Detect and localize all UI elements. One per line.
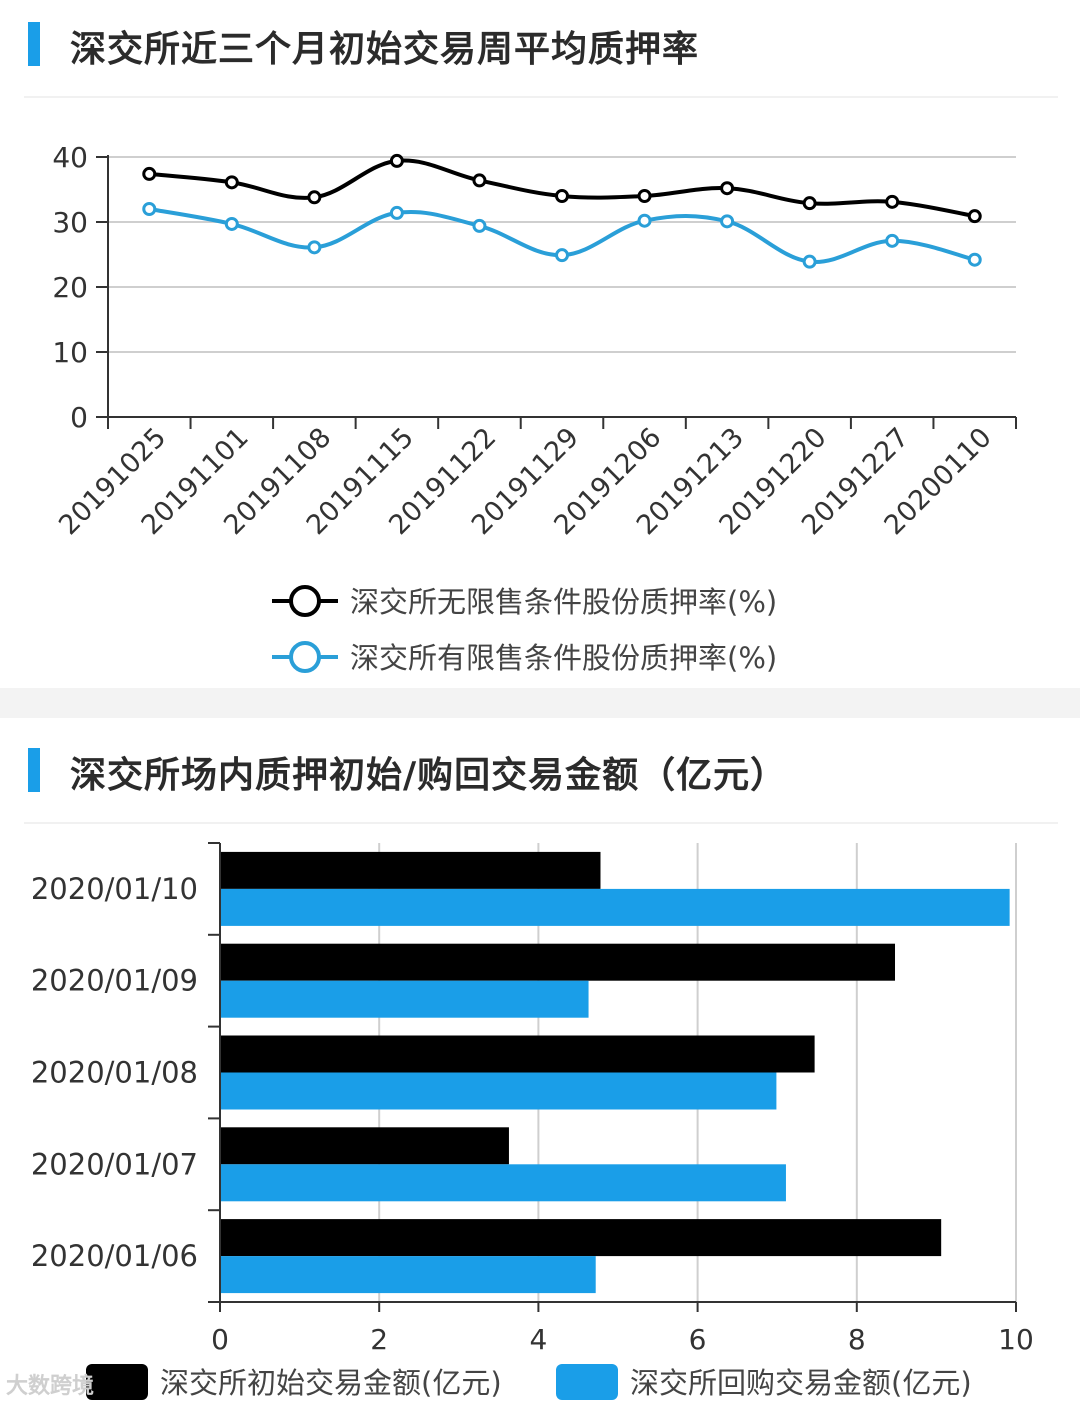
bar-series-2 xyxy=(221,1072,777,1110)
data-point xyxy=(472,173,487,188)
data-point xyxy=(555,189,569,203)
legend-item: 深交所无限售条件股份质押率(%) xyxy=(272,585,777,619)
data-point xyxy=(637,189,652,203)
y-category-label: 2020/01/09 xyxy=(31,964,198,998)
data-point xyxy=(224,216,239,231)
legend-marker xyxy=(289,585,321,617)
bar-series-1 xyxy=(221,1219,942,1257)
data-point xyxy=(142,166,157,181)
legend-swatch xyxy=(86,1364,148,1400)
data-point xyxy=(142,202,157,216)
bar-series-2 xyxy=(221,888,1010,926)
legend-label: 深交所回购交易金额(亿元) xyxy=(630,1366,972,1400)
x-tick-label: 6 xyxy=(689,1323,707,1356)
y-tick-label: 0 xyxy=(70,401,88,434)
legend-swatch xyxy=(556,1364,618,1400)
bar-series-1 xyxy=(221,943,896,981)
data-point xyxy=(720,214,735,229)
line-chart-accent-bar xyxy=(28,22,40,66)
y-tick-label: 40 xyxy=(52,141,88,174)
x-tick-label: 8 xyxy=(848,1323,866,1356)
line-chart-title: 深交所近三个月初始交易周平均质押率 xyxy=(70,29,700,70)
legend-item: 深交所回购交易金额(亿元) xyxy=(556,1364,972,1400)
legend-label: 深交所无限售条件股份质押率(%) xyxy=(350,585,777,619)
data-point xyxy=(802,196,817,211)
x-tick-label: 10 xyxy=(998,1323,1034,1356)
data-point xyxy=(224,175,239,190)
section-divider xyxy=(0,688,1080,718)
y-tick-label: 30 xyxy=(52,206,88,239)
x-tick-label: 4 xyxy=(529,1323,547,1356)
bar-series-2 xyxy=(221,1164,786,1202)
line-chart: 0102030402019102520191101201911082019111… xyxy=(52,141,1017,675)
legend-label: 深交所初始交易金额(亿元) xyxy=(160,1366,502,1400)
data-point xyxy=(885,194,900,209)
y-tick-label: 10 xyxy=(52,336,88,369)
bar-chart-title: 深交所场内质押初始/购回交易金额（亿元） xyxy=(70,755,788,796)
data-point xyxy=(472,218,487,233)
bar-chart-accent-bar xyxy=(28,748,40,792)
data-point xyxy=(637,213,652,228)
line-chart-header: 深交所近三个月初始交易周平均质押率 xyxy=(0,0,1080,88)
bar-series-1 xyxy=(221,1035,815,1073)
legend-label: 深交所有限售条件股份质押率(%) xyxy=(350,641,777,675)
data-point xyxy=(802,254,817,269)
data-point xyxy=(389,205,404,220)
x-tick-label: 2 xyxy=(370,1323,388,1356)
bar-chart-header: 深交所场内质押初始/购回交易金额（亿元） xyxy=(0,722,1080,810)
y-category-label: 2020/01/10 xyxy=(31,872,198,906)
series-line-1 xyxy=(149,158,976,219)
y-tick-label: 20 xyxy=(52,271,88,304)
y-category-label: 2020/01/06 xyxy=(31,1239,198,1273)
legend-marker xyxy=(289,641,321,673)
x-tick-label: 0 xyxy=(211,1323,229,1356)
data-point xyxy=(967,209,982,224)
watermark-logo: 大数跨境 xyxy=(6,1374,95,1399)
data-point xyxy=(967,252,982,267)
bar-chart: 0 2 4 6 8 10 2020/01/10 2020/01/09 2020/01/08 202… xyxy=(31,842,1034,1400)
data-point xyxy=(720,181,735,196)
legend-item: 深交所初始交易金额(亿元) xyxy=(86,1364,502,1400)
data-point xyxy=(307,190,322,205)
bar-series-2 xyxy=(221,980,589,1018)
y-category-label: 2020/01/07 xyxy=(31,1147,198,1181)
y-category-label: 2020/01/08 xyxy=(31,1056,198,1090)
line-chart-header-rule xyxy=(24,96,1058,98)
bar-series-1 xyxy=(221,851,601,889)
data-point xyxy=(555,248,569,263)
data-point xyxy=(307,240,322,255)
bar-chart-header-rule xyxy=(24,822,1058,824)
legend-item: 深交所有限售条件股份质押率(%) xyxy=(272,641,777,675)
bar-series-2 xyxy=(221,1256,596,1294)
bar-series-1 xyxy=(221,1127,509,1165)
data-point xyxy=(885,233,900,248)
data-point xyxy=(389,153,404,168)
